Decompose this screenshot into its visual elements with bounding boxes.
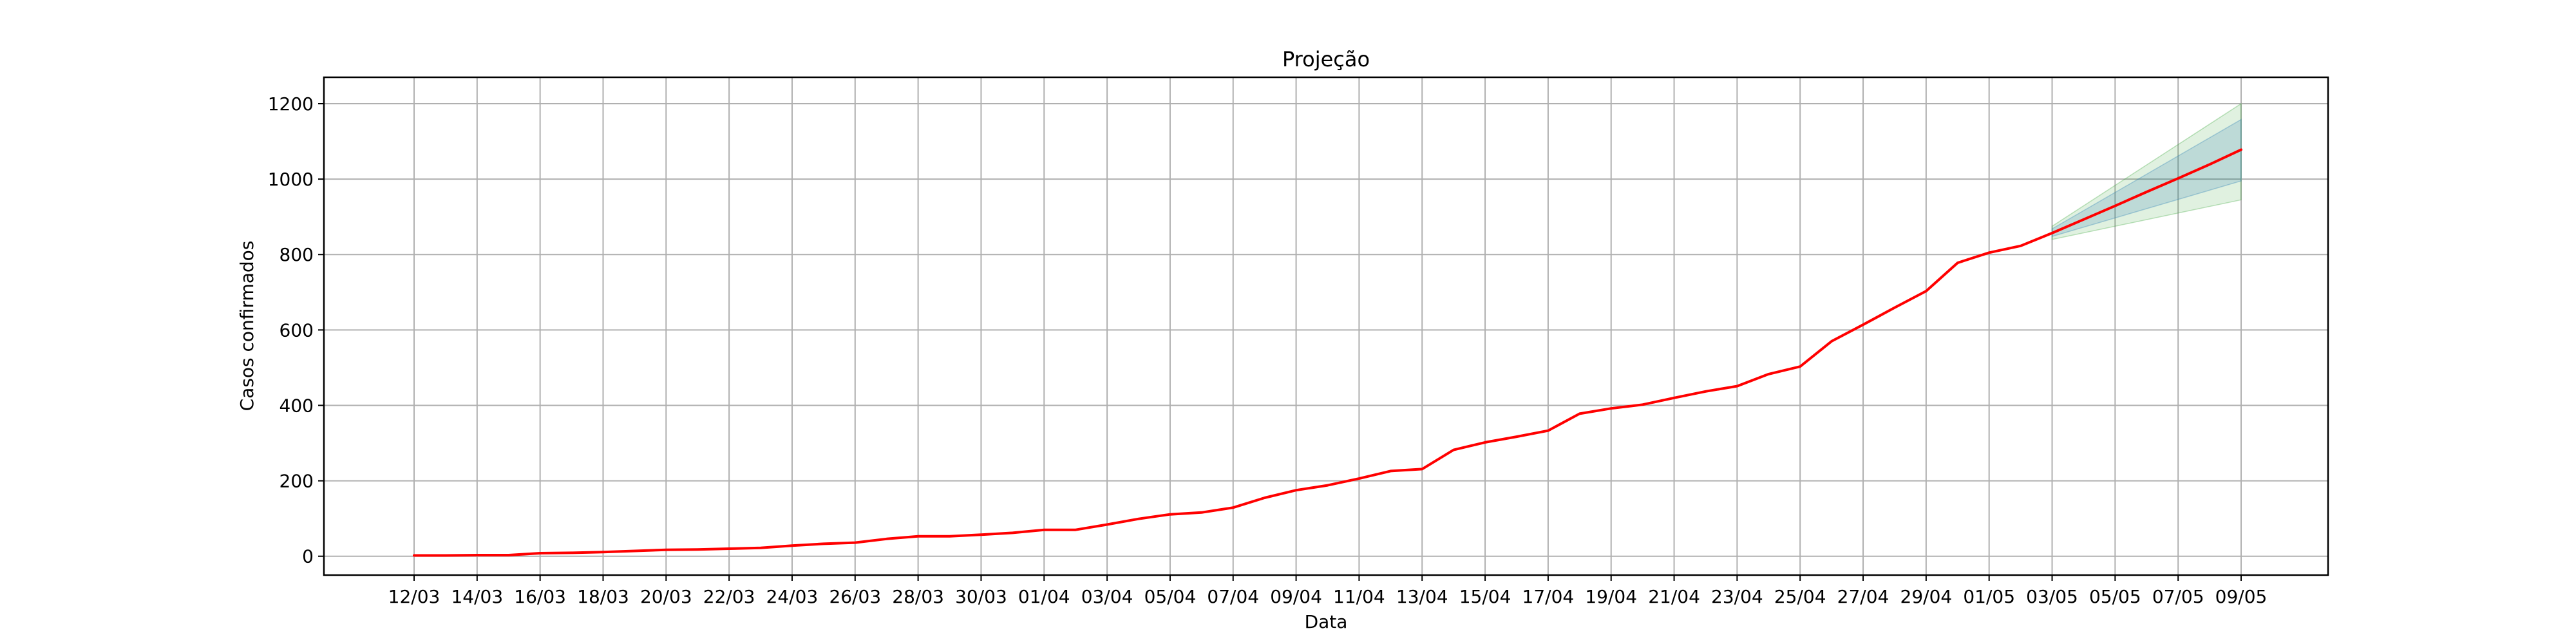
x-tick-label: 16/03 [514,586,566,607]
grid-lines [324,77,2328,575]
x-axis-ticks: 12/03 14/03 16/03 18/03 20/03 22/03 24/03 26/03… [388,575,2268,607]
x-tick-label: 24/03 [766,586,819,607]
plot-frame [323,76,2329,576]
x-tick-label: 19/04 [1585,586,1637,607]
x-tick-label: 18/03 [577,586,629,607]
x-axis-title: Data [1305,611,1348,632]
x-tick-label: 12/03 [388,586,440,607]
x-tick-label: 26/03 [829,586,881,607]
y-tick-label: 400 [279,395,314,416]
y-axis-ticks: 0 200 400 600 800 1000 1200 [268,93,324,567]
x-tick-label: 20/03 [640,586,692,607]
x-tick-label: 09/04 [1270,586,1322,607]
x-tick-label: 11/04 [1333,586,1385,607]
y-tick-label: 800 [279,244,314,265]
y-tick-label: 200 [279,471,314,492]
y-tick-label: 600 [279,319,314,341]
x-tick-label: 17/04 [1522,586,1575,607]
confidence-band [2051,102,2242,240]
x-tick-label: 01/04 [1018,586,1070,607]
x-tick-label: 15/04 [1459,586,1511,607]
x-tick-label: 09/05 [2215,586,2268,607]
series-lines [413,148,2242,557]
x-tick-label: 03/05 [2026,586,2078,607]
x-tick-label: 23/04 [1711,586,1763,607]
x-tick-label: 03/04 [1081,586,1133,607]
x-tick-label: 14/03 [451,586,503,607]
x-tick-label: 05/04 [1144,586,1197,607]
x-tick-label: 05/05 [2089,586,2141,607]
x-tick-label: 28/03 [892,586,944,607]
y-tick-label: 1200 [268,93,314,115]
x-tick-label: 27/04 [1837,586,1889,607]
x-tick-label: 13/04 [1396,586,1448,607]
series-line [413,148,2242,557]
y-tick-label: 0 [302,546,314,567]
confidence-bands [2051,102,2242,240]
chart-title: Projeção [1282,47,1370,71]
x-tick-label: 21/04 [1648,586,1700,607]
x-tick-label: 29/04 [1900,586,1953,607]
x-tick-label: 25/04 [1774,586,1826,607]
y-tick-label: 1000 [268,169,314,190]
x-tick-label: 07/04 [1207,586,1259,607]
x-tick-label: 07/05 [2152,586,2204,607]
x-tick-label: 30/03 [955,586,1007,607]
x-tick-label: 22/03 [703,586,755,607]
y-axis-title: Casos confirmados [236,241,258,412]
x-tick-label: 01/05 [1963,586,2015,607]
